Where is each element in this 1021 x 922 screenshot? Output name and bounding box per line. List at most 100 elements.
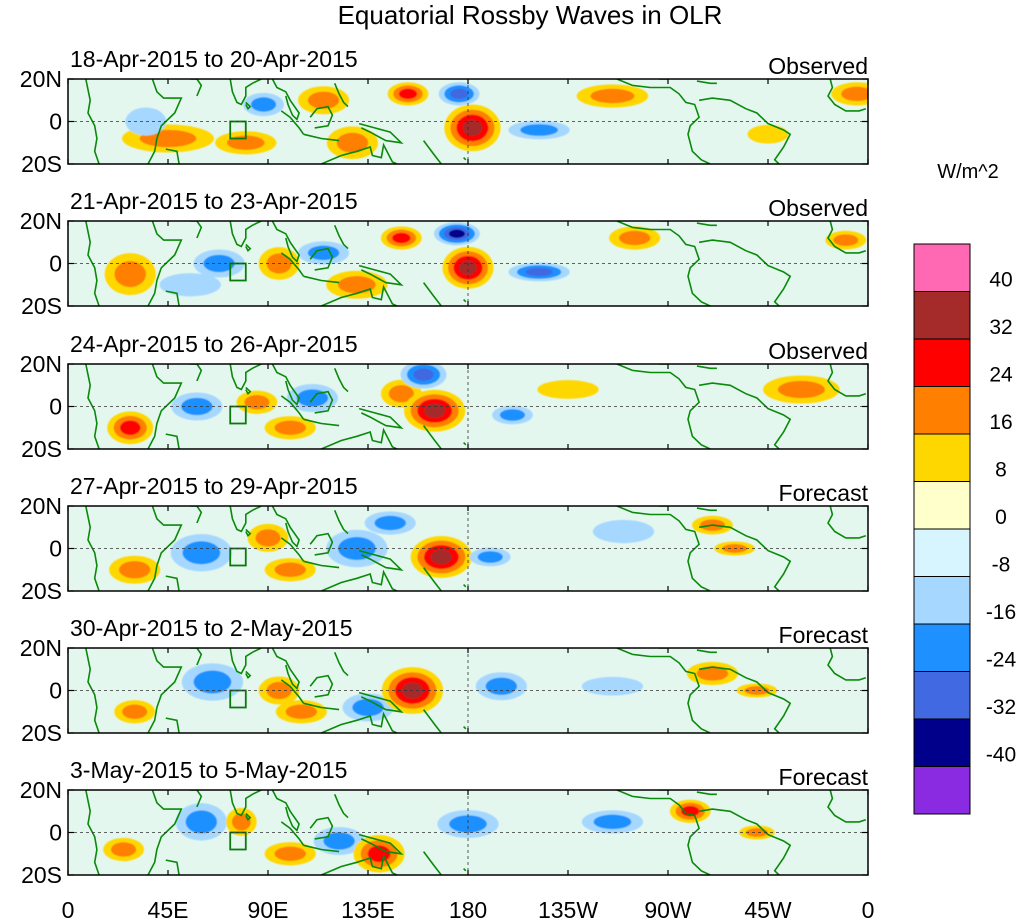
coastline bbox=[463, 157, 467, 161]
coastline bbox=[463, 442, 467, 446]
anomaly-positive-contour bbox=[398, 88, 418, 100]
y-tick-label: 20S bbox=[21, 293, 62, 319]
x-tick-label: 90W bbox=[644, 897, 692, 922]
coastline bbox=[309, 816, 334, 840]
coastline bbox=[303, 844, 340, 853]
anomaly-positive-contour bbox=[336, 132, 369, 153]
panel-date-range: 3-May-2015 to 5-May-2015 bbox=[70, 757, 347, 783]
coastline bbox=[190, 790, 203, 808]
anomaly-negative-contour bbox=[323, 832, 355, 850]
coastline bbox=[147, 221, 183, 306]
coastline bbox=[165, 148, 180, 164]
x-tick-label: 180 bbox=[449, 897, 487, 922]
coastline bbox=[229, 79, 262, 106]
panel-status: Observed bbox=[768, 53, 868, 79]
coastline bbox=[190, 506, 203, 524]
y-tick-label: 20N bbox=[20, 777, 62, 803]
coastline bbox=[358, 549, 404, 571]
colorbar-swatch bbox=[913, 481, 971, 530]
coastline bbox=[147, 506, 183, 591]
colorbar-label: 32 bbox=[989, 316, 1012, 339]
anomaly-positive-contour bbox=[120, 420, 141, 436]
coastline bbox=[165, 717, 180, 733]
x-tick-label: 0 bbox=[862, 897, 875, 922]
coastline bbox=[358, 407, 404, 429]
coastline bbox=[358, 691, 404, 713]
coastline bbox=[165, 859, 180, 875]
coastline bbox=[463, 868, 467, 872]
coastline bbox=[309, 674, 334, 698]
anomaly-positive-contour bbox=[618, 230, 651, 246]
anomaly-positive-contour bbox=[430, 549, 453, 565]
coastline bbox=[698, 239, 792, 306]
coastline bbox=[616, 221, 711, 306]
coastline bbox=[303, 275, 340, 284]
anomaly-negative-contour bbox=[250, 97, 277, 112]
coastline bbox=[696, 222, 717, 227]
colorbar-swatch bbox=[913, 576, 971, 625]
anomaly-positive-contour bbox=[777, 380, 825, 399]
anomaly-positive-contour bbox=[274, 420, 306, 435]
y-tick-label: 20S bbox=[21, 436, 62, 462]
coastline bbox=[147, 790, 183, 875]
x-tick-label: 45E bbox=[148, 897, 189, 922]
panel-date-range: 24-Apr-2015 to 26-Apr-2015 bbox=[70, 331, 358, 357]
coastline bbox=[309, 105, 334, 129]
panel-date-range: 21-Apr-2015 to 23-Apr-2015 bbox=[70, 188, 358, 214]
x-tick-label: 135E bbox=[341, 897, 395, 922]
x-tick-label: 45W bbox=[744, 897, 792, 922]
coastline bbox=[85, 79, 100, 164]
colorbar-label: 8 bbox=[995, 459, 1007, 482]
anomaly-positive-contour bbox=[338, 276, 376, 294]
coastline bbox=[190, 364, 203, 382]
coastline bbox=[190, 221, 203, 239]
coastline bbox=[358, 833, 404, 855]
coastline bbox=[309, 247, 334, 271]
anomaly-negative-contour bbox=[485, 677, 518, 695]
panel-3: 20N 0 20S 24-Apr-2015 to 26-Apr-2015 Observe… bbox=[20, 331, 869, 462]
coastline bbox=[303, 560, 340, 569]
anomaly-positive-contour bbox=[537, 380, 599, 399]
coastline bbox=[280, 679, 305, 704]
coastline bbox=[422, 709, 442, 733]
coastline bbox=[422, 567, 442, 591]
coastline bbox=[147, 648, 183, 733]
coastline bbox=[696, 365, 717, 370]
panel-status: Observed bbox=[768, 338, 868, 364]
colorbar: 40 32 24 16 8 0 -8 -16 -24 -32 -40 bbox=[913, 243, 1016, 815]
coastline bbox=[280, 821, 305, 846]
coastline bbox=[309, 390, 334, 414]
coastline bbox=[320, 427, 398, 449]
coastline bbox=[827, 506, 867, 539]
coastline bbox=[698, 382, 792, 449]
coastline bbox=[358, 264, 404, 286]
coastline bbox=[245, 670, 252, 680]
colorbar-label: 0 bbox=[995, 506, 1007, 529]
coastline bbox=[280, 252, 305, 277]
colorbar-swatch bbox=[913, 623, 971, 672]
coastline bbox=[616, 79, 711, 164]
anomaly-positive-contour bbox=[392, 232, 411, 244]
coastline bbox=[422, 851, 442, 875]
coastline bbox=[698, 666, 792, 733]
anomaly-negative-contour bbox=[525, 267, 553, 277]
colorbar-swatch bbox=[913, 528, 971, 577]
anomaly-negative-contour bbox=[307, 245, 340, 261]
coastline bbox=[271, 506, 300, 548]
anomaly-negative-contour bbox=[159, 273, 221, 297]
anomaly-negative-contour bbox=[520, 124, 558, 136]
coastline bbox=[320, 284, 398, 306]
coastline bbox=[229, 506, 262, 533]
coastline bbox=[280, 395, 305, 420]
coastline bbox=[147, 364, 183, 449]
coastline bbox=[229, 790, 262, 817]
anomaly-negative-contour bbox=[477, 551, 503, 563]
coastline bbox=[165, 433, 180, 449]
colorbar-swatch bbox=[913, 671, 971, 720]
coastline bbox=[271, 364, 300, 406]
anomaly-positive-contour bbox=[462, 119, 483, 137]
coastline bbox=[333, 367, 349, 393]
coastline bbox=[85, 221, 100, 306]
y-tick-label: 0 bbox=[49, 820, 62, 846]
